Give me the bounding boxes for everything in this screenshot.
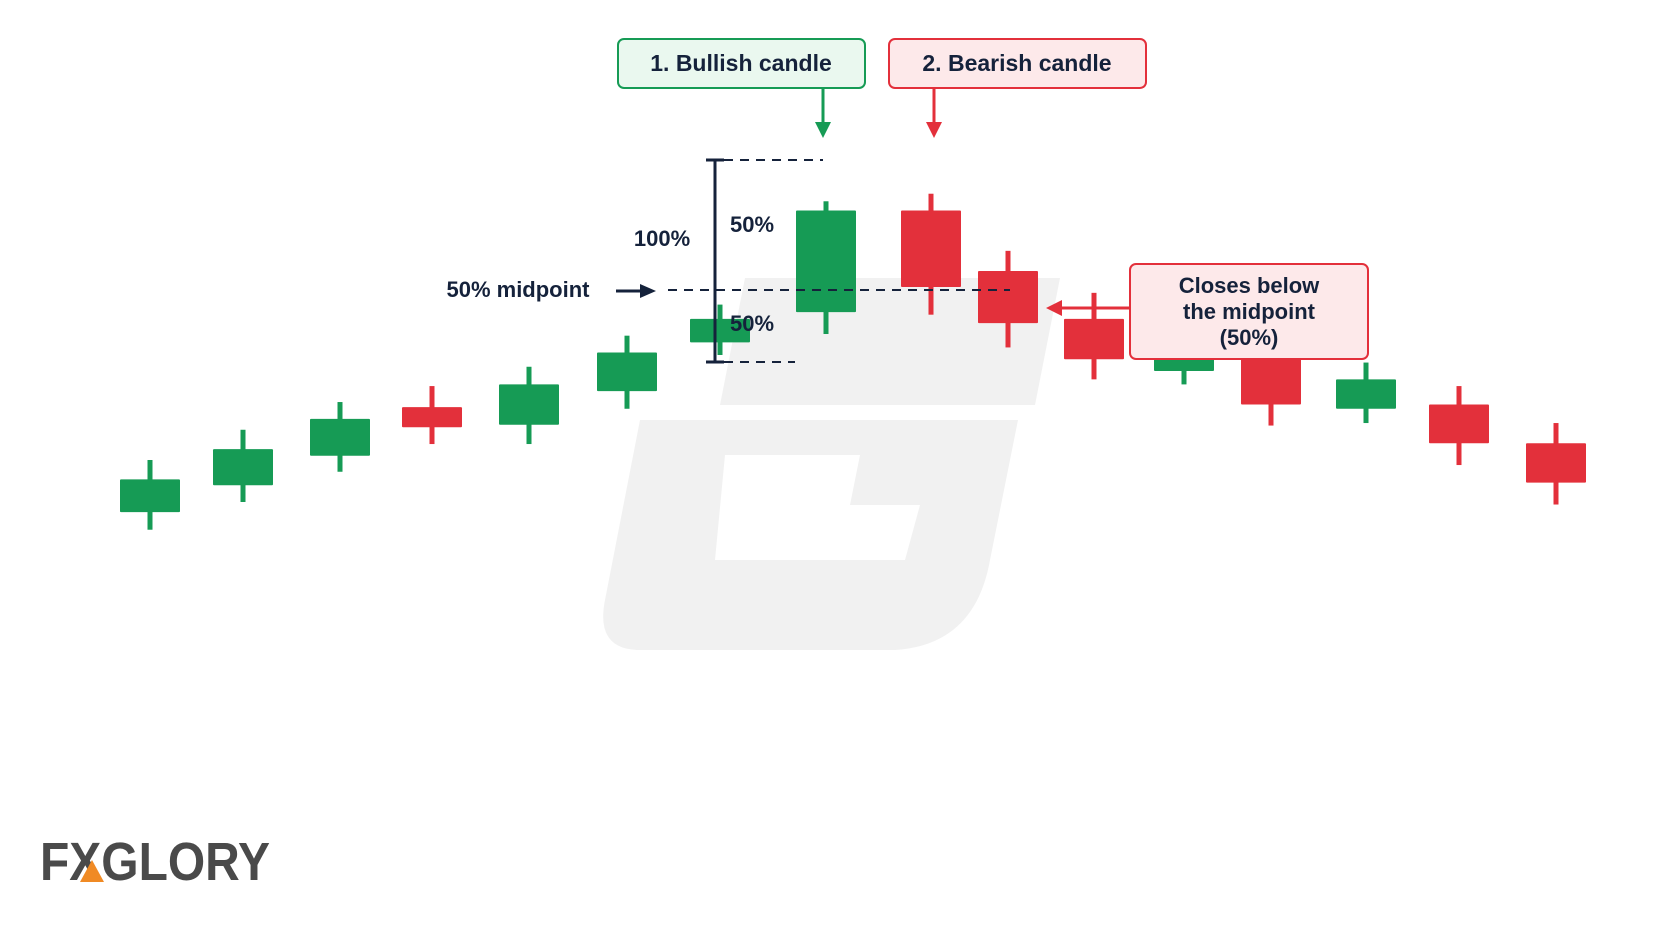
candle-body <box>213 449 273 486</box>
fxglory-logo: FXGLORY <box>40 832 270 892</box>
bearish-candle-callout: 2. Bearish candle <box>888 38 1147 138</box>
bullish-arrow-icon <box>815 89 831 138</box>
candle-body <box>978 271 1038 324</box>
closes-below-line-1: Closes below <box>1179 273 1320 298</box>
candle-body <box>597 352 657 392</box>
hundred-percent-label: 100% <box>634 226 690 251</box>
candle-7 <box>690 304 750 355</box>
candle-body <box>1336 379 1396 409</box>
candle-body <box>120 479 180 513</box>
dashed-guides <box>668 159 1010 363</box>
candle-9 <box>901 193 961 315</box>
bearish-candle-label: 2. Bearish candle <box>922 50 1111 76</box>
candle-body <box>1526 443 1586 483</box>
candle-body <box>690 318 750 343</box>
bearish-arrow-icon <box>926 89 942 138</box>
candle-5 <box>499 366 559 445</box>
candle-4 <box>402 386 462 445</box>
lower-half-label: 50% <box>730 311 774 336</box>
candle-1 <box>120 460 180 530</box>
candle-2 <box>213 429 273 502</box>
candle-body <box>901 210 961 287</box>
bullish-candle-callout: 1. Bullish candle <box>617 38 866 138</box>
logo-text: FXGLORY <box>40 832 270 892</box>
closes-below-line-3: (50%) <box>1220 325 1279 350</box>
candle-14 <box>1336 362 1396 424</box>
closes-below-arrow-icon <box>1046 300 1129 316</box>
candle-11 <box>1064 292 1124 380</box>
candle-body <box>499 384 559 425</box>
candle-16 <box>1526 423 1586 505</box>
range-bracket <box>706 158 724 364</box>
closes-below-callout: Closes below the midpoint (50%) <box>1046 263 1369 360</box>
upper-half-label: 50% <box>730 212 774 237</box>
candle-10 <box>978 250 1038 348</box>
candle-body <box>1429 404 1489 444</box>
candle-13 <box>1241 339 1301 426</box>
candle-body <box>1064 318 1124 360</box>
midpoint-label: 50% midpoint <box>446 277 590 302</box>
logo-accent-icon <box>80 860 104 882</box>
closes-below-line-2: the midpoint <box>1183 299 1316 324</box>
bullish-candle-label: 1. Bullish candle <box>650 50 832 76</box>
candle-3 <box>310 402 370 472</box>
watermark-logo <box>603 278 1060 650</box>
candle-6 <box>597 335 657 409</box>
candle-8 <box>796 201 856 334</box>
candle-15 <box>1429 386 1489 466</box>
candle-body <box>1241 358 1301 405</box>
candle-body <box>402 407 462 428</box>
candle-body <box>310 418 370 456</box>
candle-body <box>796 210 856 313</box>
midpoint-arrow-icon <box>616 284 656 298</box>
